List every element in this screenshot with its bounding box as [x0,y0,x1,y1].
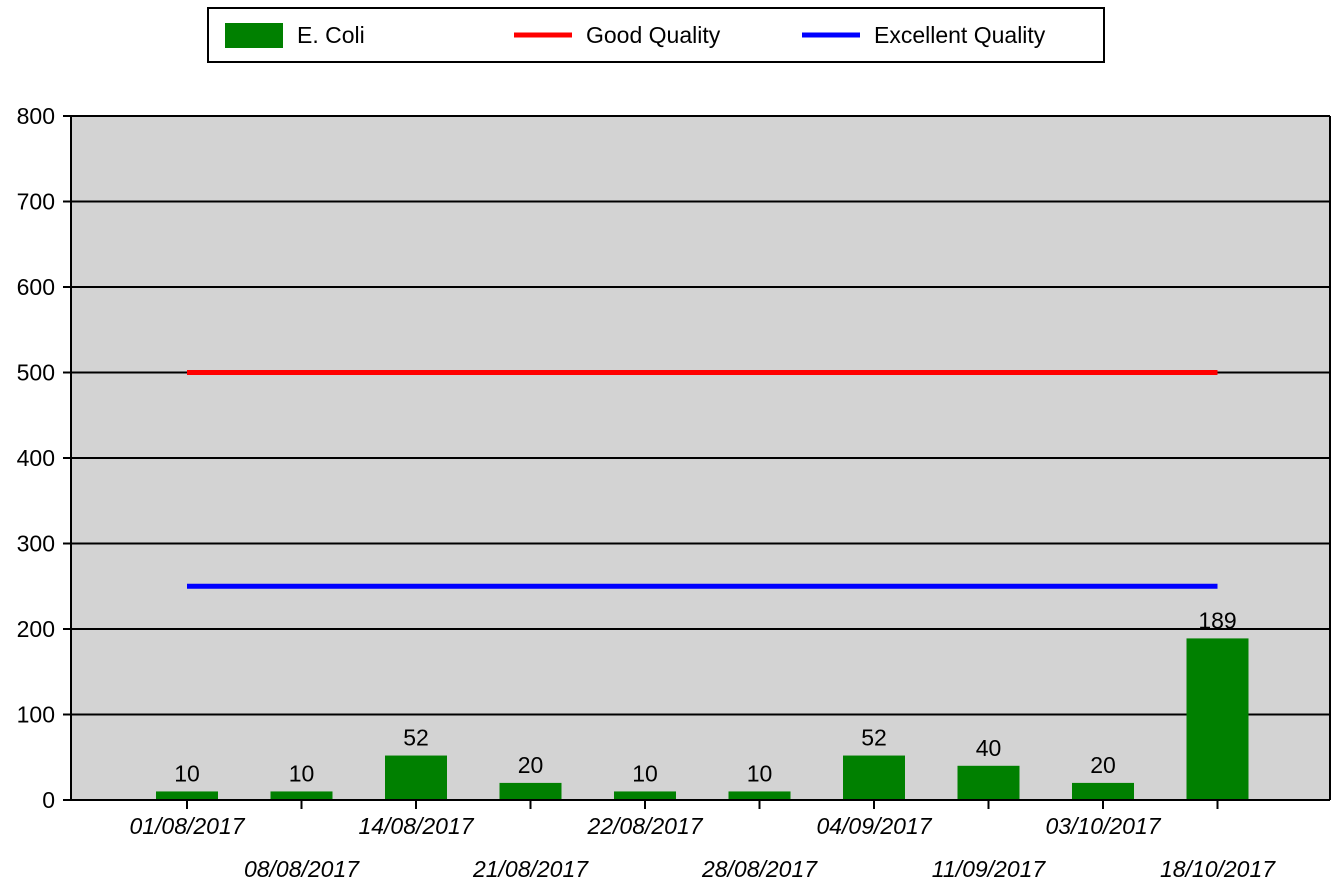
bar [843,755,905,800]
x-tick-label: 01/08/2017 [129,813,245,839]
line-series [187,370,1218,589]
bar [1186,638,1249,800]
x-tick-label: 03/10/2017 [1045,813,1161,839]
y-tick-label: 500 [17,360,55,386]
x-tick-label: 22/08/2017 [586,813,703,839]
legend-swatch-bar [225,23,283,48]
bar [385,755,447,800]
data-label: 20 [518,752,544,778]
bar [499,782,562,800]
labels: 0 100 200 300 400 500 600 700 800 10 10 52 20 10 10 52 4… [17,103,1277,882]
x-tick-label: 08/08/2017 [244,856,360,882]
bar [614,791,676,800]
legend-box [207,7,1105,63]
x-tick-label: 14/08/2017 [358,813,474,839]
data-label: 20 [1090,752,1116,778]
bar [728,791,791,800]
x-tick-label: 21/08/2017 [472,856,589,882]
data-label: 10 [174,760,200,786]
axes [63,115,1331,809]
legend-label: Excellent Quality [874,22,1046,48]
bar-series [156,638,1249,800]
x-tick-label: 11/09/2017 [932,856,1047,882]
y-tick-label: 200 [17,616,55,642]
data-label: 52 [403,725,429,751]
y-tick-label: 400 [17,445,55,471]
legend: E. Coli Good Quality Excellent Quality [207,7,1105,63]
x-tick-label: 28/08/2017 [701,856,818,882]
legend-label: Good Quality [586,22,721,48]
data-label: 40 [976,735,1002,761]
y-tick-label: 300 [17,531,55,557]
data-label: 10 [632,760,658,786]
y-tick-label: 600 [17,274,55,300]
y-tick-label: 700 [17,189,55,215]
y-tick-label: 100 [17,702,55,728]
bar [156,791,218,800]
x-tick-label: 18/10/2017 [1160,856,1276,882]
bar [957,765,1020,800]
y-tick-label: 800 [17,103,55,129]
bar [270,791,333,800]
data-label: 189 [1198,607,1236,633]
x-tick-label: 04/09/2017 [816,813,932,839]
legend-label: E. Coli [297,22,365,48]
data-label: 52 [861,725,887,751]
data-label: 10 [289,760,315,786]
y-tick-label: 0 [42,787,55,813]
data-label: 10 [747,760,773,786]
bar [1072,782,1134,800]
